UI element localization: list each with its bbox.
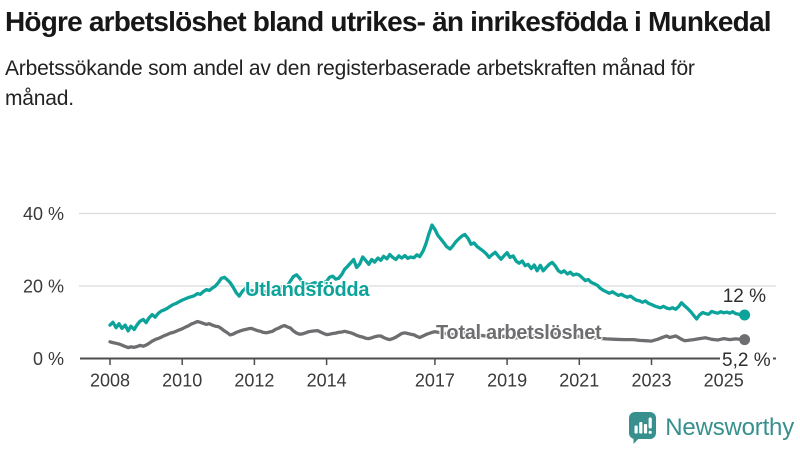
x-tick-label: 2012 — [234, 371, 274, 391]
series-line-0 — [108, 223, 747, 333]
x-tick-label: 2021 — [559, 371, 599, 391]
page-title: Högre arbetslöshet bland utrikes- än inr… — [5, 6, 772, 37]
bar-chart-speech-bubble-icon — [629, 412, 657, 444]
series-end-dot-1 — [739, 334, 751, 346]
chart-header: Högre arbetslöshet bland utrikes- än inr… — [5, 4, 795, 114]
end-value-label-utlandsfodda: 12 % — [722, 286, 766, 307]
newsworthy-logo[interactable]: Newsworthy — [628, 411, 794, 445]
x-tick-label: 2014 — [307, 371, 347, 391]
newsworthy-logo-text: Newsworthy — [665, 414, 794, 441]
series-end-dot-0 — [739, 309, 751, 321]
x-tick-label: 2023 — [631, 371, 671, 391]
end-value-label-total: 5,2 % — [720, 350, 773, 372]
y-tick-label: 40 % — [23, 204, 64, 224]
x-tick-label: 2010 — [162, 371, 202, 391]
x-tick-label: 2008 — [90, 371, 130, 391]
series-line-1 — [108, 319, 747, 350]
x-tick-label: 2019 — [487, 371, 527, 391]
y-tick-label: 0 % — [33, 349, 64, 369]
x-tick-label: 2025 — [704, 371, 744, 391]
y-tick-label: 20 % — [23, 277, 64, 297]
series-label-total-arbetsloshet: Total arbetslöshet — [436, 322, 602, 344]
series-label-utlandsfodda: Utlandsfödda — [245, 279, 370, 301]
x-tick-label: 2017 — [415, 371, 455, 391]
page-subtitle: Arbetssökande som andel av den registerb… — [5, 57, 695, 110]
